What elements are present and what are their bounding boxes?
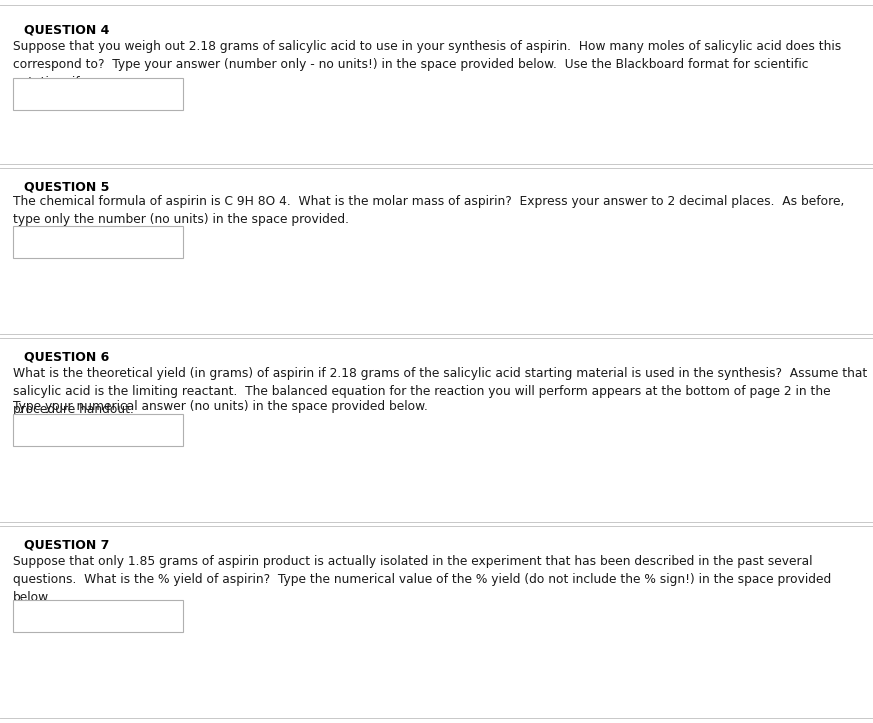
FancyBboxPatch shape (13, 414, 183, 446)
Text: Suppose that only 1.85 grams of aspirin product is actually isolated in the expe: Suppose that only 1.85 grams of aspirin … (13, 555, 831, 604)
Text: QUESTION 5: QUESTION 5 (24, 181, 110, 194)
Text: QUESTION 7: QUESTION 7 (24, 539, 110, 552)
Text: What is the theoretical yield (in grams) of aspirin if 2.18 grams of the salicyl: What is the theoretical yield (in grams)… (13, 367, 868, 416)
Text: QUESTION 4: QUESTION 4 (24, 24, 110, 37)
FancyBboxPatch shape (13, 226, 183, 258)
FancyBboxPatch shape (13, 600, 183, 632)
Text: The chemical formula of aspirin is C 9H 8O 4.  What is the molar mass of aspirin: The chemical formula of aspirin is C 9H … (13, 195, 844, 226)
Text: Suppose that you weigh out 2.18 grams of salicylic acid to use in your synthesis: Suppose that you weigh out 2.18 grams of… (13, 40, 842, 89)
Text: QUESTION 6: QUESTION 6 (24, 351, 110, 364)
Text: Type your numerical answer (no units) in the space provided below.: Type your numerical answer (no units) in… (13, 400, 428, 413)
FancyBboxPatch shape (13, 78, 183, 110)
